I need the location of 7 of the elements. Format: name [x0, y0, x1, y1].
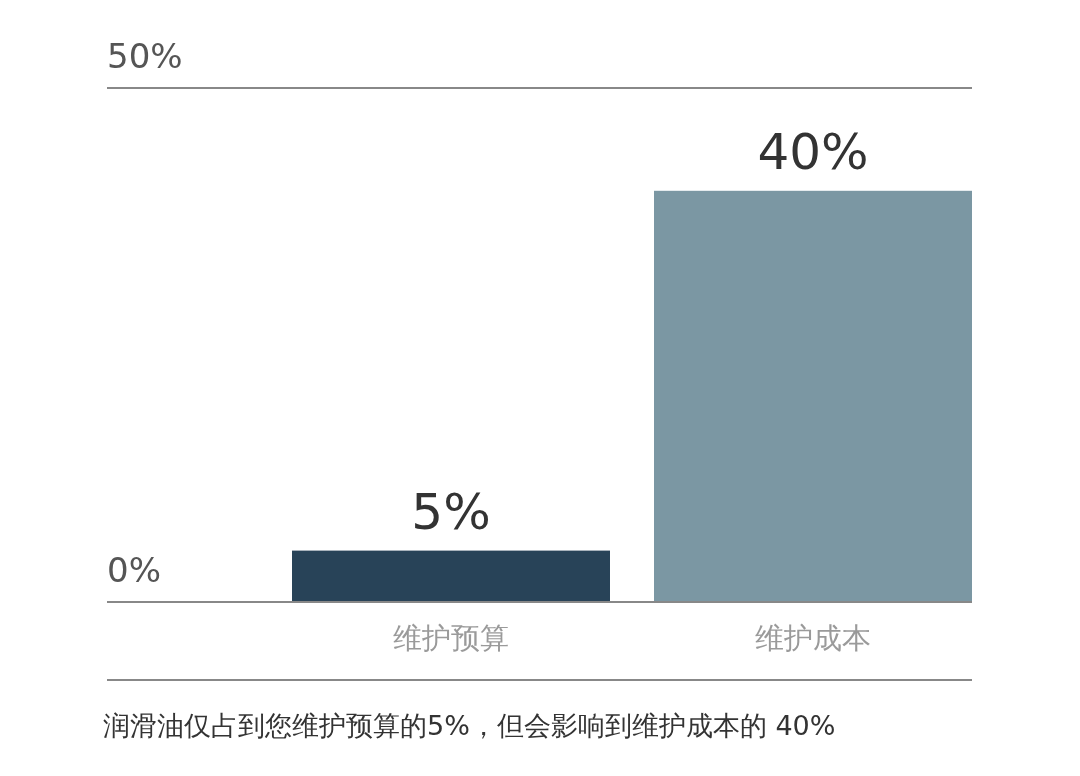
data-label: 40% [757, 122, 869, 181]
text: 润滑油仅占到您维护预算的5%，但会影响到维护成本的 40% [103, 710, 836, 741]
x-tick-label: 维护成本 [755, 621, 871, 655]
y-tick-label: 50% [107, 36, 183, 76]
y-tick-label: 0% [107, 550, 161, 590]
x-tick-label: 维护预算 [393, 621, 509, 655]
data-label: 5% [411, 482, 491, 541]
